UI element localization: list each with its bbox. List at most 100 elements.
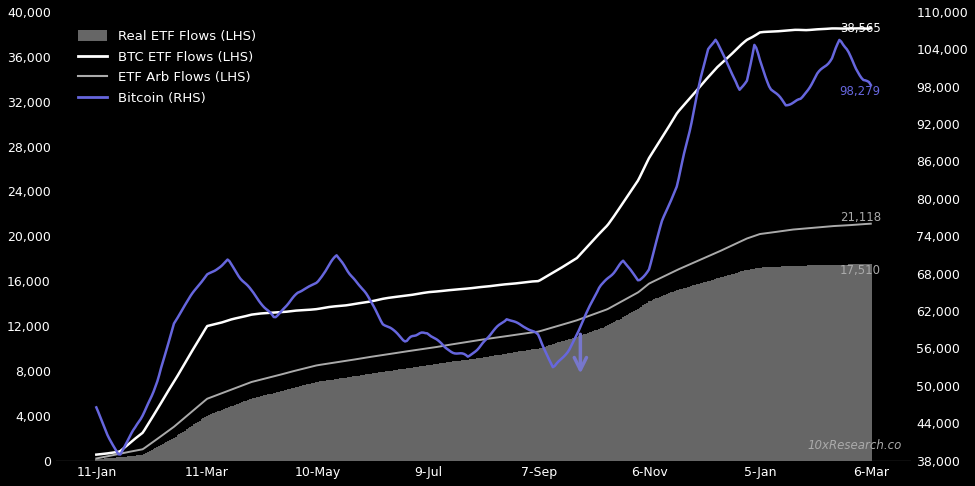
Bar bbox=[498, 355, 500, 461]
Bar bbox=[286, 390, 288, 461]
Bar bbox=[257, 397, 260, 461]
BTC ETF Flows (LHS) bbox=[91, 451, 102, 457]
Bar bbox=[496, 355, 498, 461]
Bar bbox=[350, 377, 353, 461]
Bar bbox=[282, 391, 284, 461]
Bar bbox=[803, 266, 805, 461]
Text: 21,118: 21,118 bbox=[839, 211, 880, 224]
Bar bbox=[271, 394, 273, 461]
Bar bbox=[474, 359, 477, 461]
Bar bbox=[631, 312, 634, 461]
Bitcoin (RHS) bbox=[836, 39, 847, 45]
Bar bbox=[838, 264, 840, 461]
Bar bbox=[430, 365, 432, 461]
Bar bbox=[517, 352, 519, 461]
Bar bbox=[649, 300, 652, 461]
Bar bbox=[424, 365, 426, 461]
Bar bbox=[116, 457, 118, 461]
Legend: Real ETF Flows (LHS), BTC ETF Flows (LHS), ETF Arb Flows (LHS), Bitcoin (RHS): Real ETF Flows (LHS), BTC ETF Flows (LHS… bbox=[71, 23, 262, 112]
Bar bbox=[692, 285, 694, 461]
Bar bbox=[461, 360, 463, 461]
ETF Arb Flows (LHS) bbox=[436, 343, 448, 349]
Bar bbox=[100, 459, 103, 461]
Bar bbox=[831, 265, 833, 461]
Bar bbox=[249, 399, 251, 461]
Bar bbox=[700, 283, 702, 461]
Bar bbox=[304, 385, 306, 461]
BTC ETF Flows (LHS) bbox=[473, 284, 485, 290]
Bar bbox=[147, 452, 149, 461]
Bar bbox=[397, 370, 399, 461]
Bar bbox=[630, 313, 632, 461]
Bar bbox=[727, 275, 729, 461]
Bar bbox=[226, 408, 229, 461]
Bar bbox=[215, 412, 217, 461]
Bar bbox=[447, 362, 448, 461]
ETF Arb Flows (LHS) bbox=[91, 455, 102, 461]
Bar bbox=[533, 349, 535, 461]
Bar bbox=[509, 353, 512, 461]
Bar bbox=[796, 266, 798, 461]
Bar bbox=[655, 298, 657, 461]
Bar bbox=[824, 265, 826, 461]
Bar bbox=[315, 382, 318, 461]
Text: 38,565: 38,565 bbox=[840, 21, 880, 35]
Bar bbox=[346, 377, 349, 461]
Bar bbox=[862, 264, 865, 461]
Bar bbox=[798, 266, 800, 461]
Bar bbox=[611, 324, 613, 461]
Bar bbox=[158, 446, 160, 461]
Bar bbox=[276, 392, 279, 461]
Bar bbox=[738, 272, 741, 461]
Bar bbox=[471, 359, 473, 461]
Text: 17,510: 17,510 bbox=[839, 264, 880, 277]
Bar bbox=[713, 279, 715, 461]
Bar bbox=[670, 293, 673, 461]
Bar bbox=[152, 449, 155, 461]
Bar bbox=[261, 396, 264, 461]
Bar bbox=[755, 268, 758, 461]
Bar bbox=[362, 375, 364, 461]
Bar bbox=[288, 389, 290, 461]
Bar bbox=[319, 382, 321, 461]
Bar bbox=[254, 398, 256, 461]
Bar bbox=[486, 357, 488, 461]
Bar bbox=[311, 383, 314, 461]
Bar bbox=[531, 349, 533, 461]
BTC ETF Flows (LHS) bbox=[116, 447, 128, 452]
Bar bbox=[104, 458, 106, 461]
Bar bbox=[618, 319, 620, 461]
Bar bbox=[683, 288, 685, 461]
Bar bbox=[624, 316, 626, 461]
Bar bbox=[595, 330, 597, 461]
Bar bbox=[766, 267, 768, 461]
Bar bbox=[263, 396, 265, 461]
Bar bbox=[382, 372, 384, 461]
Text: 10xResearch.co: 10xResearch.co bbox=[808, 438, 902, 451]
Bar bbox=[729, 275, 731, 461]
Bar bbox=[853, 264, 855, 461]
Bar bbox=[762, 267, 764, 461]
Bar bbox=[108, 458, 110, 461]
Bar bbox=[507, 353, 510, 461]
Bar bbox=[492, 356, 495, 461]
Bar bbox=[313, 382, 316, 461]
Bar bbox=[812, 265, 815, 461]
Bar bbox=[694, 285, 696, 461]
Bar bbox=[583, 334, 585, 461]
Bar bbox=[674, 291, 676, 461]
Bar bbox=[298, 386, 300, 461]
Bar bbox=[383, 372, 386, 461]
Bitcoin (RHS) bbox=[710, 37, 722, 43]
Bar bbox=[364, 375, 366, 461]
Bar bbox=[418, 366, 421, 461]
Bar bbox=[768, 267, 770, 461]
Bar bbox=[455, 361, 458, 461]
Bar bbox=[607, 326, 609, 461]
Bar bbox=[164, 443, 166, 461]
Line: BTC ETF Flows (LHS): BTC ETF Flows (LHS) bbox=[97, 28, 871, 454]
Bar bbox=[849, 264, 851, 461]
Bar bbox=[698, 284, 700, 461]
ETF Arb Flows (LHS) bbox=[832, 223, 843, 229]
Bar bbox=[541, 347, 543, 461]
